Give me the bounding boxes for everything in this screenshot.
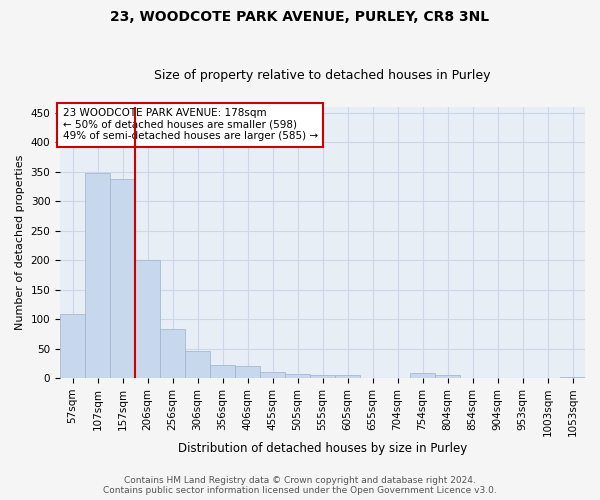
Bar (335, 374, 360, 378)
Bar (560, 377, 585, 378)
Bar (435, 374, 460, 378)
X-axis label: Distribution of detached houses by size in Purley: Distribution of detached houses by size … (178, 442, 467, 455)
Bar (135, 260, 160, 378)
Y-axis label: Number of detached properties: Number of detached properties (15, 155, 25, 330)
Text: 23, WOODCOTE PARK AVENUE, PURLEY, CR8 3NL: 23, WOODCOTE PARK AVENUE, PURLEY, CR8 3N… (110, 10, 490, 24)
Bar (110, 180, 135, 378)
Bar (410, 374, 435, 378)
Bar (185, 351, 210, 378)
Bar (210, 364, 235, 378)
Bar (260, 372, 285, 378)
Text: Contains HM Land Registry data © Crown copyright and database right 2024.
Contai: Contains HM Land Registry data © Crown c… (103, 476, 497, 495)
Bar (235, 366, 260, 378)
Bar (60, 314, 85, 378)
Bar (285, 374, 310, 378)
Text: 23 WOODCOTE PARK AVENUE: 178sqm
← 50% of detached houses are smaller (598)
49% o: 23 WOODCOTE PARK AVENUE: 178sqm ← 50% of… (62, 108, 318, 142)
Title: Size of property relative to detached houses in Purley: Size of property relative to detached ho… (154, 69, 491, 82)
Bar (160, 329, 185, 378)
Bar (310, 374, 335, 378)
Bar (85, 174, 110, 378)
